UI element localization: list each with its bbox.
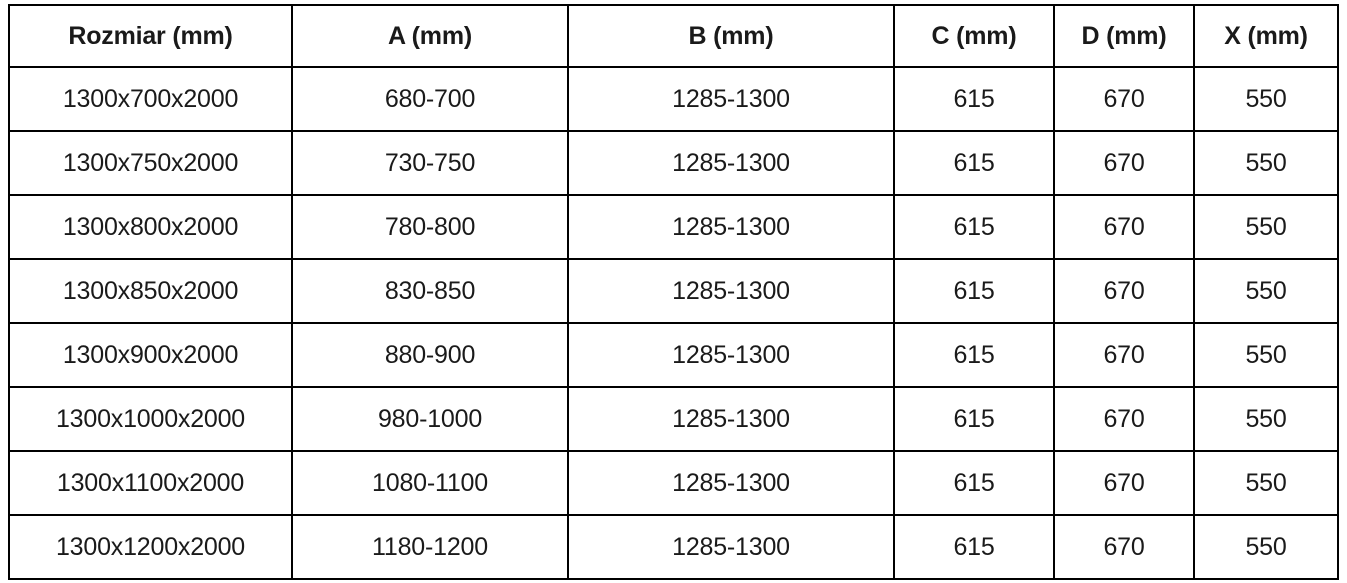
- cell-x: 550: [1193, 514, 1339, 580]
- table-body: 1300x700x2000 680-700 1285-1300 615 670 …: [8, 66, 1339, 580]
- cell-d: 670: [1053, 130, 1195, 196]
- table-row: 1300x700x2000 680-700 1285-1300 615 670 …: [8, 66, 1339, 132]
- cell-x: 550: [1193, 450, 1339, 516]
- cell-d: 670: [1053, 514, 1195, 580]
- cell-d: 670: [1053, 322, 1195, 388]
- column-header-c: C (mm): [893, 4, 1055, 68]
- cell-a: 1180-1200: [291, 514, 569, 580]
- cell-d: 670: [1053, 194, 1195, 260]
- cell-size: 1300x750x2000: [8, 130, 293, 196]
- cell-b: 1285-1300: [567, 450, 895, 516]
- cell-x: 550: [1193, 194, 1339, 260]
- cell-size: 1300x1000x2000: [8, 386, 293, 452]
- cell-size: 1300x700x2000: [8, 66, 293, 132]
- column-header-d: D (mm): [1053, 4, 1195, 68]
- cell-b: 1285-1300: [567, 194, 895, 260]
- column-header-x: X (mm): [1193, 4, 1339, 68]
- cell-c: 615: [893, 322, 1055, 388]
- cell-b: 1285-1300: [567, 514, 895, 580]
- cell-d: 670: [1053, 386, 1195, 452]
- cell-size: 1300x850x2000: [8, 258, 293, 324]
- cell-size: 1300x800x2000: [8, 194, 293, 260]
- cell-d: 670: [1053, 450, 1195, 516]
- cell-c: 615: [893, 258, 1055, 324]
- cell-c: 615: [893, 66, 1055, 132]
- column-header-a: A (mm): [291, 4, 569, 68]
- cell-x: 550: [1193, 258, 1339, 324]
- cell-size: 1300x1200x2000: [8, 514, 293, 580]
- cell-a: 980-1000: [291, 386, 569, 452]
- cell-size: 1300x1100x2000: [8, 450, 293, 516]
- cell-a: 730-750: [291, 130, 569, 196]
- cell-d: 670: [1053, 258, 1195, 324]
- cell-b: 1285-1300: [567, 386, 895, 452]
- table-row: 1300x1000x2000 980-1000 1285-1300 615 67…: [8, 386, 1339, 452]
- cell-a: 780-800: [291, 194, 569, 260]
- cell-a: 880-900: [291, 322, 569, 388]
- dimensions-table: Rozmiar (mm) A (mm) B (mm) C (mm) D (mm)…: [8, 4, 1339, 580]
- cell-size: 1300x900x2000: [8, 322, 293, 388]
- cell-c: 615: [893, 194, 1055, 260]
- cell-b: 1285-1300: [567, 66, 895, 132]
- cell-b: 1285-1300: [567, 322, 895, 388]
- cell-x: 550: [1193, 66, 1339, 132]
- table-row: 1300x1100x2000 1080-1100 1285-1300 615 6…: [8, 450, 1339, 516]
- table-row: 1300x1200x2000 1180-1200 1285-1300 615 6…: [8, 514, 1339, 580]
- table-row: 1300x750x2000 730-750 1285-1300 615 670 …: [8, 130, 1339, 196]
- table-header: Rozmiar (mm) A (mm) B (mm) C (mm) D (mm)…: [8, 4, 1339, 68]
- table-row: 1300x850x2000 830-850 1285-1300 615 670 …: [8, 258, 1339, 324]
- table-header-row: Rozmiar (mm) A (mm) B (mm) C (mm) D (mm)…: [8, 4, 1339, 68]
- cell-x: 550: [1193, 322, 1339, 388]
- column-header-b: B (mm): [567, 4, 895, 68]
- cell-d: 670: [1053, 66, 1195, 132]
- cell-c: 615: [893, 386, 1055, 452]
- cell-x: 550: [1193, 130, 1339, 196]
- cell-c: 615: [893, 514, 1055, 580]
- cell-a: 830-850: [291, 258, 569, 324]
- cell-c: 615: [893, 450, 1055, 516]
- cell-x: 550: [1193, 386, 1339, 452]
- cell-b: 1285-1300: [567, 130, 895, 196]
- cell-a: 680-700: [291, 66, 569, 132]
- cell-a: 1080-1100: [291, 450, 569, 516]
- cell-c: 615: [893, 130, 1055, 196]
- table-row: 1300x800x2000 780-800 1285-1300 615 670 …: [8, 194, 1339, 260]
- cell-b: 1285-1300: [567, 258, 895, 324]
- table-row: 1300x900x2000 880-900 1285-1300 615 670 …: [8, 322, 1339, 388]
- column-header-size: Rozmiar (mm): [8, 4, 293, 68]
